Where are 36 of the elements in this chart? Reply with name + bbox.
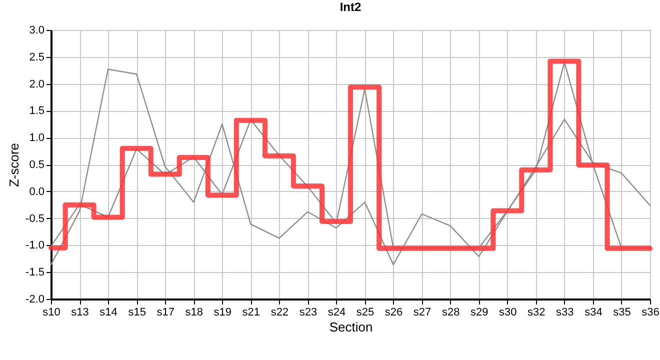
x-tick-label: s36 xyxy=(642,306,660,318)
x-tick-label: s17 xyxy=(156,306,174,318)
y-tick-label: -1.0 xyxy=(26,240,44,252)
x-tick-label: s35 xyxy=(613,306,631,318)
x-tick-label: s18 xyxy=(185,306,203,318)
x-tick-label: s14 xyxy=(100,306,118,318)
x-tick-label: s29 xyxy=(470,306,488,318)
x-tick-label: s23 xyxy=(299,306,318,318)
x-tick-label: s21 xyxy=(242,306,260,318)
x-tick-label: s34 xyxy=(584,306,602,318)
x-tick-label: s30 xyxy=(499,306,517,318)
x-tick-label: s22 xyxy=(270,306,289,318)
x-tick-label: s27 xyxy=(413,306,432,318)
x-tick-label: s26 xyxy=(384,306,403,318)
y-tick-label: 2.0 xyxy=(29,78,44,90)
x-tick-label: s24 xyxy=(328,306,346,318)
y-tick-label: -0.5 xyxy=(26,212,44,225)
x-axis-title: Section xyxy=(329,320,373,334)
y-tick-label: -1.5 xyxy=(26,266,44,279)
y-tick-label: 3.0 xyxy=(29,24,44,36)
y-tick-label: 0.0 xyxy=(29,186,44,198)
x-tick-label: s10 xyxy=(42,306,60,318)
x-tick-label: s13 xyxy=(71,306,89,318)
x-tick-label: s19 xyxy=(214,306,232,318)
y-tick-label: 2.5 xyxy=(29,51,44,64)
x-tick-label: s15 xyxy=(128,306,146,318)
x-tick-label: s32 xyxy=(528,306,546,318)
y-tick-label: -2.0 xyxy=(26,294,44,306)
y-tick-label: 0.5 xyxy=(29,159,44,171)
x-tick-label: s25 xyxy=(356,306,374,318)
x-tick-label: s28 xyxy=(442,306,460,318)
y-tick-label: 1.0 xyxy=(29,132,44,144)
y-tick-label: 1.5 xyxy=(29,105,44,118)
chart-title: Int2 xyxy=(340,0,362,14)
x-tick-label: s33 xyxy=(556,306,574,318)
y-axis-title: Z-score xyxy=(6,142,22,188)
